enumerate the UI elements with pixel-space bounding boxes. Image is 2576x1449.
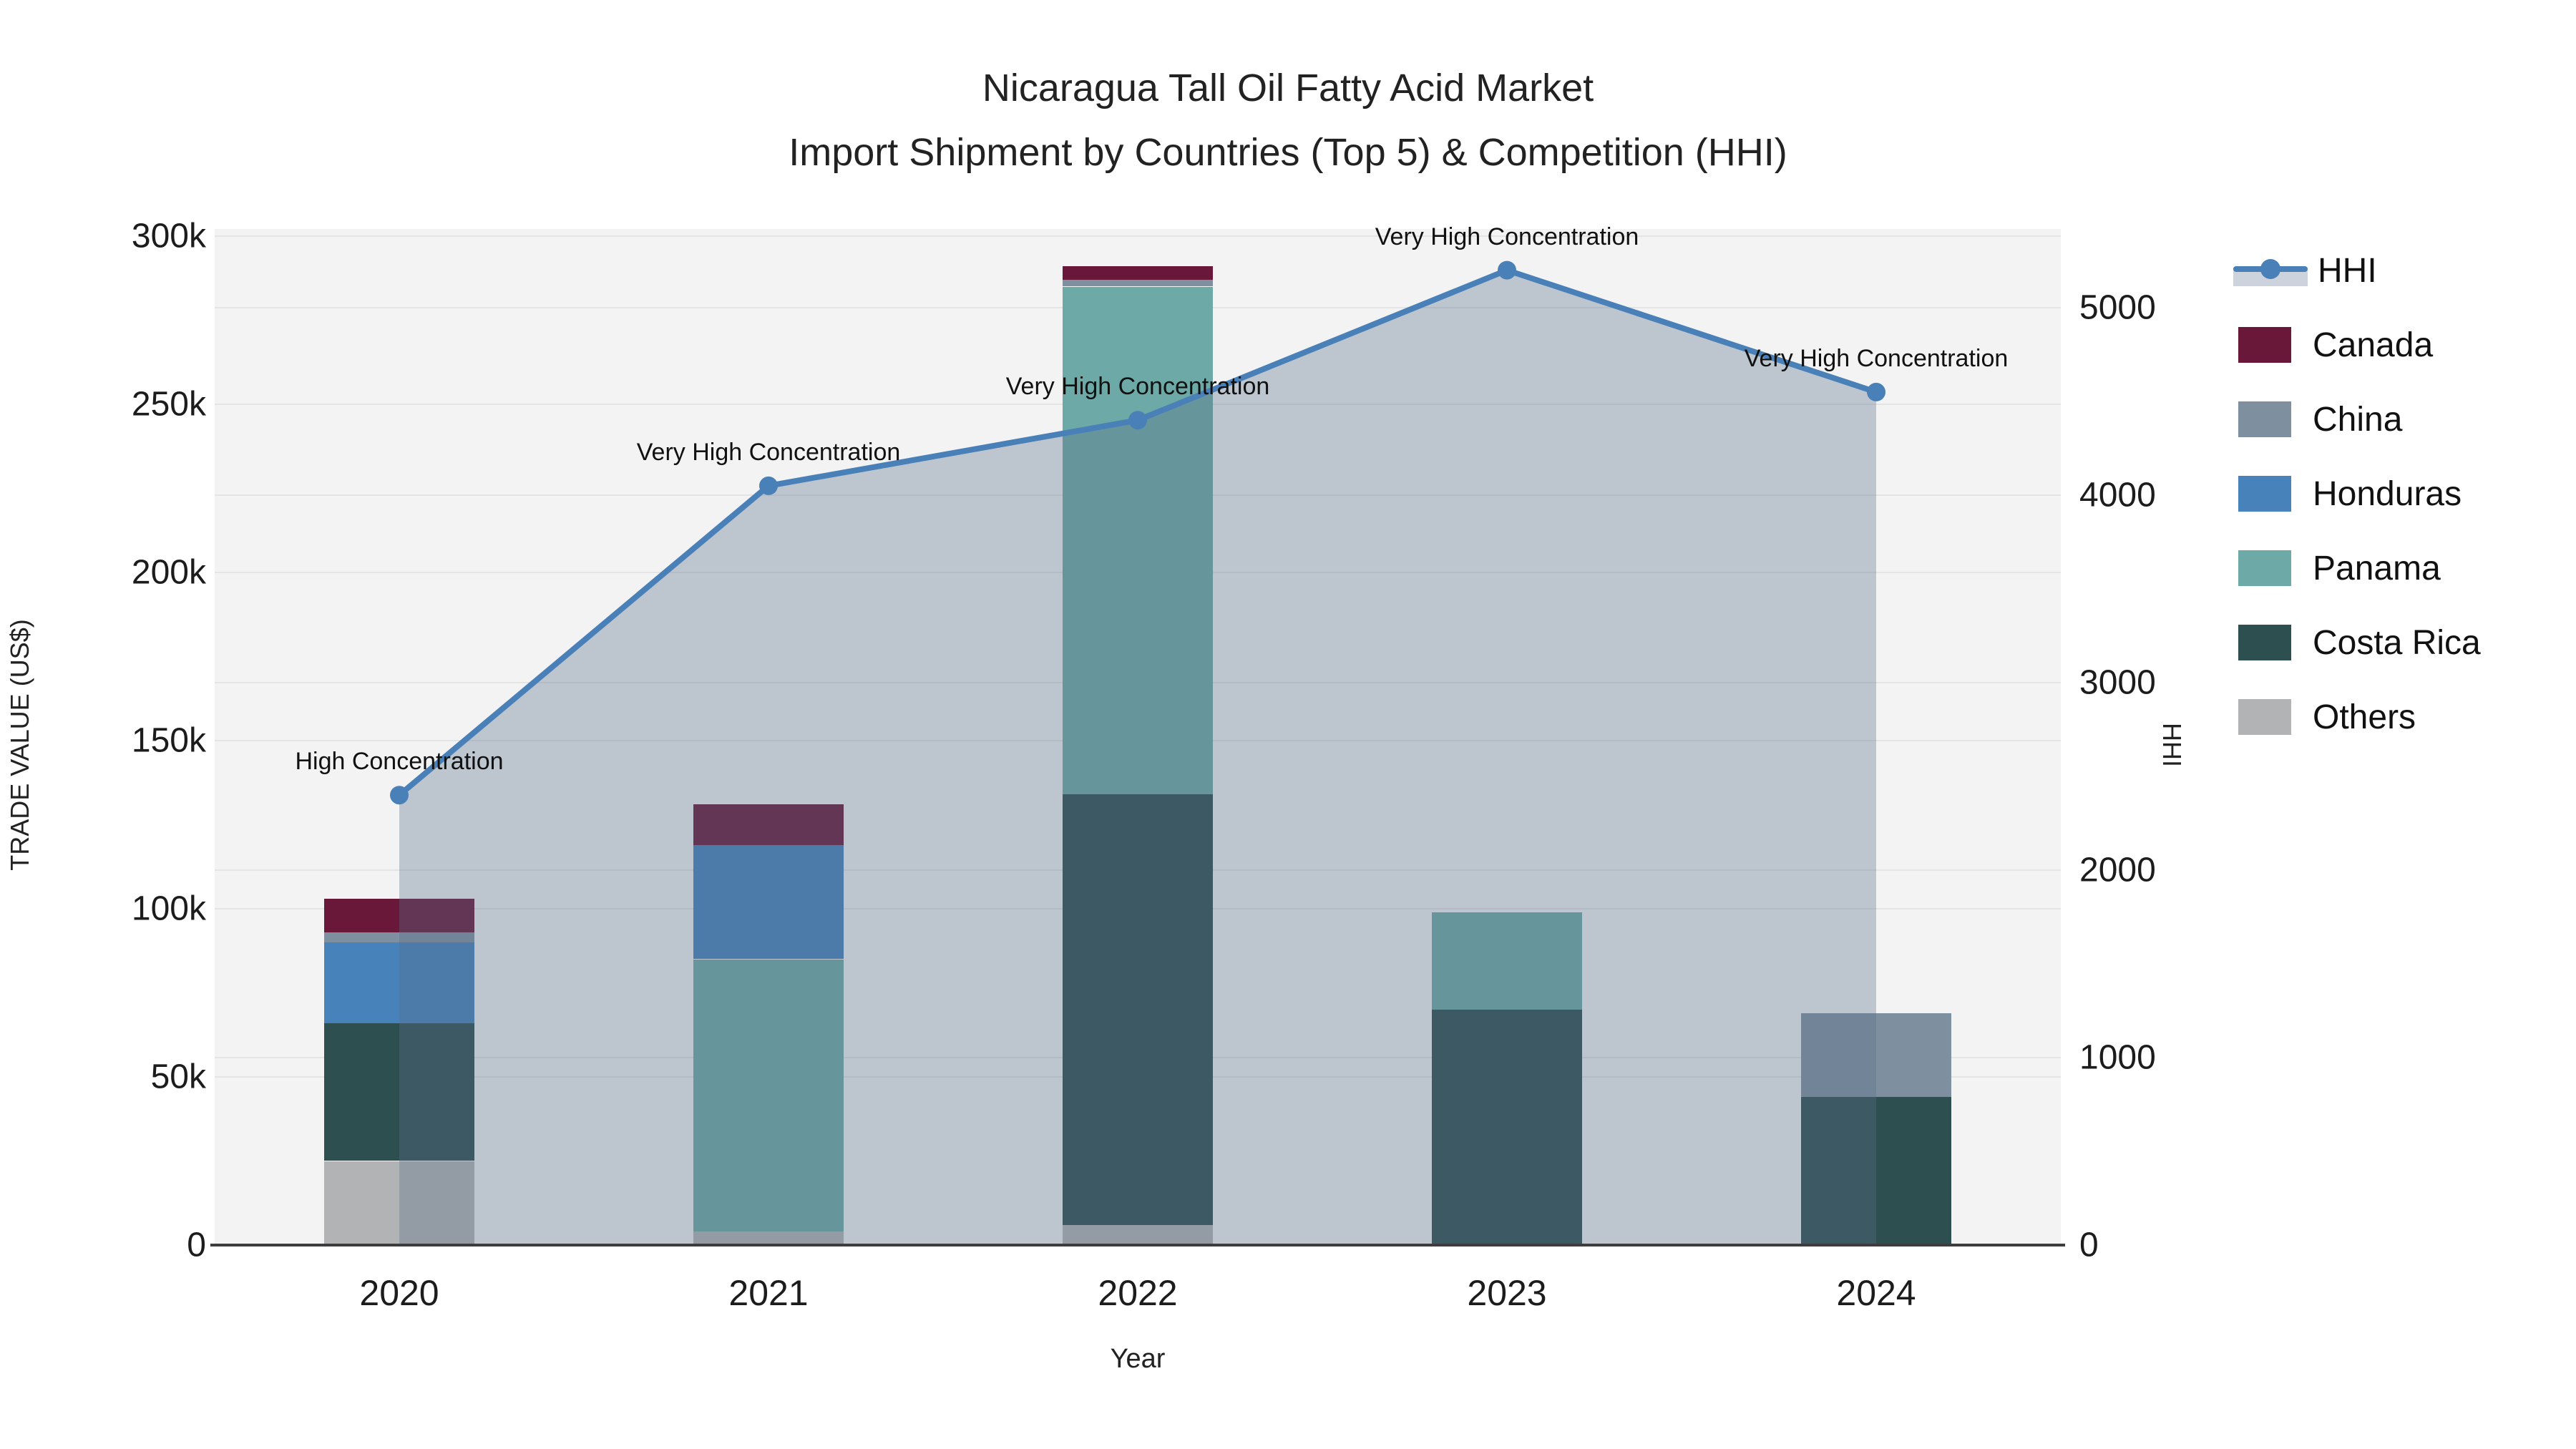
bar-segment-costa-rica-2024 [1801,1097,1951,1245]
bar-segment-costa-rica-2020 [324,1023,474,1161]
plot-area: High Concentration Very High Concentratio… [210,223,2065,1246]
bar-segment-china-2020 [324,932,474,942]
y-axis-title-left: TRADE VALUE (US$) [5,619,34,871]
right-tick-label: 1000 [2079,1038,2156,1077]
legend-label-panama: Panama [2313,549,2441,587]
right-tick-label: 0 [2079,1226,2099,1264]
right-tick-label: 3000 [2079,663,2156,702]
bar-segment-panama-2021 [693,959,844,1232]
legend-label-canada: Canada [2313,326,2434,364]
hhi-marker-2021 [759,476,778,495]
legend-item-others[interactable]: Others [2238,680,2481,754]
bar-segment-china-2024 [1801,1013,1951,1098]
x-tick-label-2024: 2024 [1836,1273,1916,1313]
hhi-area-fill [399,270,1876,1245]
legend-swatch-honduras [2238,476,2291,512]
annotation-2020: High Concentration [295,748,504,776]
left-tick-label: 250k [131,385,206,424]
bar-segment-costa-rica-2023 [1432,1010,1582,1245]
legend-swatch-china [2238,401,2291,437]
legend: HHI Canada China Honduras Panama Costa Rica Ot… [2233,233,2481,754]
bar-segment-canada-2022 [1063,266,1213,280]
left-tick-label: 300k [131,217,206,255]
x-tick-label-2020: 2020 [359,1273,439,1313]
legend-swatch-others [2238,699,2291,735]
bar-segment-china-2022 [1063,280,1213,287]
annotation-2022: Very High Concentration [1005,373,1270,401]
hhi-line-legend-icon [2233,250,2308,291]
bar-segment-honduras-2020 [324,942,474,1023]
x-tick-label-2022: 2022 [1098,1273,1178,1313]
right-tick-label: 5000 [2079,288,2156,327]
left-tick-label: 0 [187,1226,206,1264]
x-tick-label-2023: 2023 [1467,1273,1547,1313]
left-tick-label: 100k [131,889,206,928]
bar-segment-canada-2020 [324,898,474,932]
legend-label-hhi: HHI [2318,251,2377,290]
bar-segment-costa-rica-2022 [1063,794,1213,1225]
legend-item-panama[interactable]: Panama [2238,531,2481,605]
annotation-2023: Very High Concentration [1375,223,1639,250]
bar-segment-others-2021 [693,1231,844,1245]
legend-swatch-canada [2238,327,2291,363]
hhi-marker-2020 [390,786,409,805]
right-tick-label: 2000 [2079,851,2156,889]
left-tick-label: 150k [131,721,206,760]
left-tick-label: 50k [150,1058,206,1096]
right-tick-label: 4000 [2079,476,2156,514]
left-tick-label: 200k [131,553,206,592]
bar-segment-honduras-2021 [693,844,844,960]
bar-segment-canada-2021 [693,804,844,845]
legend-swatch-costa-rica [2238,625,2291,660]
hhi-line-layer [390,260,1885,1245]
bar-segment-panama-2022 [1063,286,1213,795]
legend-label-china: China [2313,400,2403,439]
bar-segment-others-2020 [324,1161,474,1245]
x-tick-label-2021: 2021 [728,1273,809,1313]
hhi-marker-2023 [1498,260,1516,280]
legend-label-others: Others [2313,698,2416,736]
legend-item-canada[interactable]: Canada [2238,308,2481,382]
legend-item-costa-rica[interactable]: Costa Rica [2238,605,2481,680]
hhi-marker-2024 [1867,382,1885,401]
x-axis-title: Year [1110,1344,1166,1374]
x-axis-line [210,1244,2065,1246]
chart-title: Nicaragua Tall Oil Fatty Acid Market [982,67,1594,109]
legend-swatch-panama [2238,550,2291,586]
legend-item-hhi[interactable]: HHI [2233,233,2481,308]
legend-item-honduras[interactable]: Honduras [2238,457,2481,531]
bar-segment-panama-2023 [1432,912,1582,1010]
legend-label-honduras: Honduras [2313,474,2462,513]
legend-label-costa-rica: Costa Rica [2313,623,2481,662]
legend-item-china[interactable]: China [2238,382,2481,457]
gridline [215,235,2061,237]
bar-segment-others-2022 [1063,1224,1213,1245]
y-axis-title-right: HHI [2157,723,2187,767]
annotation-2021: Very High Concentration [636,438,901,466]
chart-subtitle: Import Shipment by Countries (Top 5) & C… [789,131,1787,174]
annotation-2024: Very High Concentration [1744,344,2009,372]
hhi-marker-2022 [1128,411,1147,430]
